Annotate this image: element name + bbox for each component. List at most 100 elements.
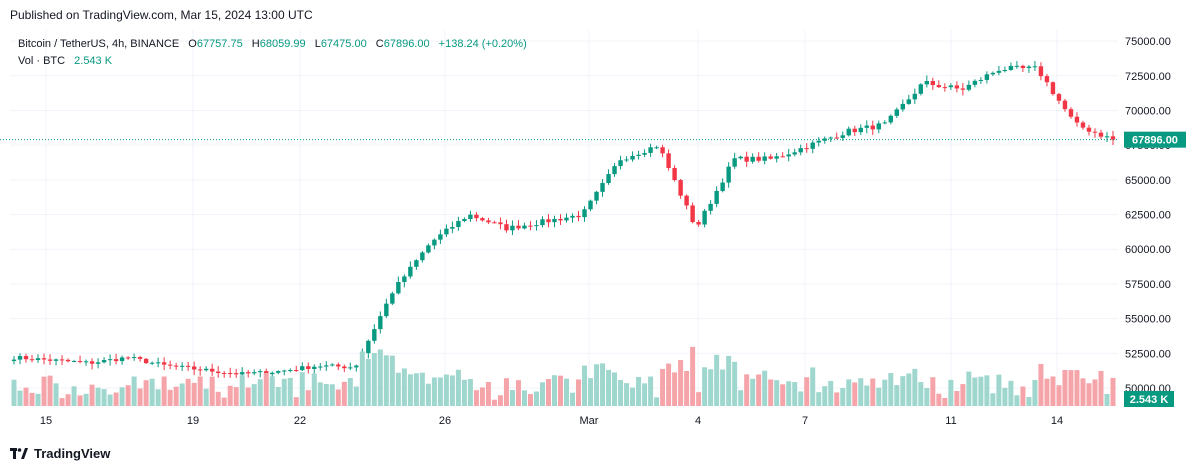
volume-bar	[503, 378, 509, 406]
candle-body	[1050, 82, 1056, 95]
volume-bar	[786, 381, 792, 406]
candle-body	[552, 218, 557, 223]
volume-bar	[551, 375, 557, 406]
volume-bar	[269, 376, 275, 406]
volume-bar	[23, 387, 29, 406]
volume-bar	[870, 378, 876, 406]
candle-body	[816, 140, 821, 143]
candle-body	[1062, 100, 1068, 110]
candle-body	[276, 371, 281, 373]
volume-bar	[191, 382, 197, 406]
candle-body	[834, 137, 839, 139]
candle-body	[936, 85, 942, 88]
volume-bar	[1104, 394, 1110, 406]
volume-bar	[35, 393, 41, 406]
x-tick-label: 14	[1051, 415, 1063, 427]
candle-body	[77, 361, 83, 363]
candle-body	[408, 266, 413, 277]
tradingview-logo[interactable]: TradingView	[10, 446, 110, 461]
volume-bar	[311, 373, 317, 406]
candle-body	[792, 152, 797, 155]
candle-body	[438, 234, 443, 240]
candle-body	[444, 228, 449, 235]
candle-body	[822, 138, 827, 141]
volume-bar	[545, 378, 551, 406]
candle-body	[1098, 132, 1104, 137]
volume-bar	[948, 379, 954, 406]
volume-bar	[83, 393, 89, 406]
volume-bar	[131, 376, 137, 406]
volume-bar	[251, 384, 257, 406]
candle-body	[474, 214, 479, 219]
volume-bar	[606, 369, 612, 406]
volume-bar	[17, 390, 23, 406]
volume-bar	[257, 379, 263, 406]
candle-body	[774, 156, 779, 159]
candle-body	[1092, 131, 1098, 133]
volume-bar	[810, 367, 816, 406]
candle-body	[852, 128, 857, 133]
y-tick-label: 65000.00	[1125, 175, 1171, 187]
candle-body	[600, 183, 605, 192]
candle-body	[246, 372, 251, 374]
legend-close-label: C	[375, 38, 384, 50]
volume-bar	[936, 393, 942, 406]
volume-bar	[732, 361, 738, 406]
volume-bar	[900, 376, 906, 406]
volume-bar	[1086, 383, 1092, 406]
x-tick-label: 19	[187, 415, 199, 427]
candle-body	[912, 93, 918, 100]
candle-body	[894, 109, 900, 116]
volume-bar	[630, 387, 636, 406]
volume-badge	[1124, 391, 1174, 407]
candle-body	[1044, 76, 1050, 83]
candle-body	[402, 276, 407, 282]
chart-area[interactable]: 50000.00 52500.00 55000.00 57500.00 60000.00…	[0, 30, 1200, 435]
volume-bar	[521, 390, 527, 406]
volume-badge-label: 2.543 K	[1130, 394, 1169, 406]
volume-bar	[59, 398, 65, 406]
candle-body	[918, 84, 924, 94]
candle-body	[131, 357, 137, 359]
volume-bar	[1074, 370, 1080, 406]
x-tick-label: 15	[40, 415, 52, 427]
legend-volume: 2.543 K	[74, 55, 113, 67]
candle-body	[1032, 66, 1038, 68]
volume-bar	[642, 383, 648, 406]
candle-body	[119, 357, 125, 362]
candle-body	[546, 219, 551, 223]
volume-bar	[858, 378, 864, 406]
candle-body	[137, 357, 143, 359]
volume-bar	[942, 397, 948, 406]
volume-bar	[101, 389, 107, 406]
price-chart[interactable]: 50000.0052500.0055000.0057500.0060000.00…	[0, 30, 1200, 435]
y-tick-label: 72500.00	[1125, 71, 1171, 83]
legend-change: +138.24 (+0.20%)	[438, 38, 527, 50]
volume-bar	[407, 374, 413, 406]
volume-bar	[485, 381, 491, 406]
candle-body	[113, 359, 119, 362]
volume-bar	[618, 380, 624, 406]
candle-body	[89, 361, 95, 364]
volume-bar	[239, 375, 245, 406]
volume-bar	[71, 386, 77, 406]
volume-bar	[846, 379, 852, 406]
volume-bar	[197, 376, 203, 406]
candle-body	[258, 371, 263, 373]
candle-body	[240, 372, 245, 375]
volume-bar	[215, 391, 221, 406]
candle-body	[588, 200, 593, 210]
candle-body	[221, 373, 227, 375]
legend-high-label: H	[251, 38, 260, 50]
volume-bar	[714, 354, 720, 406]
candle-body	[270, 372, 275, 375]
legend-volume-row: Vol · BTC 2.543 K	[18, 53, 527, 70]
candle-body	[101, 359, 107, 363]
volume-bar	[173, 386, 179, 406]
volume-bar	[894, 385, 900, 406]
candle-body	[185, 365, 191, 367]
volume-bar	[1014, 395, 1020, 406]
candle-body	[1008, 65, 1014, 70]
candle-body	[348, 367, 353, 369]
volume-bar	[29, 392, 35, 406]
